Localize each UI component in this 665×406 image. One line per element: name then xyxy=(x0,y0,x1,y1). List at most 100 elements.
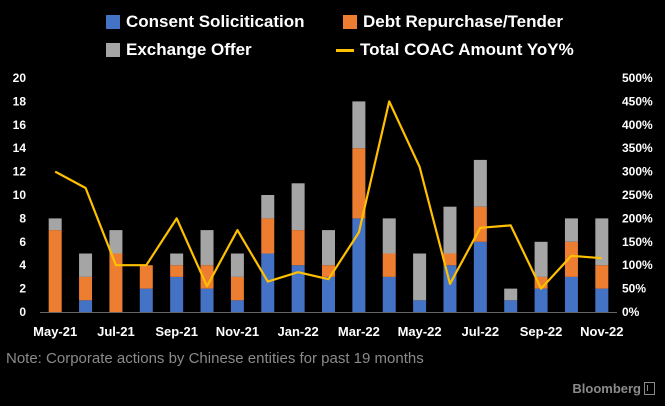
bar-segment-exchange xyxy=(413,253,427,301)
bar-segment-exchange xyxy=(200,230,214,266)
legend-swatch-yoy xyxy=(336,48,354,52)
legend-label-consent: Consent Solicitication xyxy=(126,12,305,31)
legend-label-yoy: Total COAC Amount YoY% xyxy=(360,40,574,59)
x-tick-label: Jul-21 xyxy=(97,324,135,339)
bar-segment-exchange xyxy=(534,241,548,277)
y-right-tick-label: 300% xyxy=(622,165,653,179)
bar-segment-debt xyxy=(139,265,153,289)
brand-name: Bloomberg xyxy=(572,381,641,396)
bar-segment-debt xyxy=(48,230,62,312)
bar-segment-exchange xyxy=(504,288,518,301)
bar-segment-consent xyxy=(564,276,578,312)
legend-item-debt: Debt Repurchase/Tender xyxy=(343,12,563,32)
bar-segment-exchange xyxy=(322,230,335,266)
bar-segment-debt xyxy=(322,265,335,277)
y-left-tick-label: 18 xyxy=(13,94,27,108)
bar-segment-exchange xyxy=(48,218,62,231)
bar-segment-debt xyxy=(230,276,244,301)
bar-segment-debt xyxy=(291,230,305,266)
bar-segment-consent xyxy=(534,288,548,312)
bar-segment-exchange xyxy=(291,183,305,231)
legend-item-consent: Consent Solicitication xyxy=(106,12,305,32)
y-right-tick-label: 200% xyxy=(622,211,653,225)
bar-segment-debt xyxy=(534,276,548,289)
y-right-tick-label: 150% xyxy=(622,235,653,249)
legend-item-yoy: Total COAC Amount YoY% xyxy=(336,40,574,60)
bar-segment-exchange xyxy=(261,195,275,219)
x-tick-label: Sep-22 xyxy=(520,324,563,339)
bar-segment-consent xyxy=(595,288,609,312)
bar-segment-consent xyxy=(170,276,184,312)
bar-segment-consent xyxy=(504,300,518,312)
y-left-tick-label: 20 xyxy=(13,71,27,85)
bar-segment-consent xyxy=(291,265,305,312)
x-tick-label: Jan-22 xyxy=(278,324,319,339)
y-right-tick-label: 450% xyxy=(622,94,653,108)
legend-swatch-debt xyxy=(343,15,357,29)
legend-label-debt: Debt Repurchase/Tender xyxy=(363,12,563,31)
bar-segment-exchange xyxy=(170,253,184,266)
bar-segment-exchange xyxy=(443,206,457,254)
y-right-tick-label: 350% xyxy=(622,141,653,155)
bar-segment-debt xyxy=(170,265,184,277)
y-right-tick-label: 400% xyxy=(622,118,653,132)
bar-segment-debt xyxy=(261,218,275,254)
y-left-tick-label: 14 xyxy=(13,141,27,155)
bar-segment-consent xyxy=(413,300,427,312)
bar-segment-consent xyxy=(261,253,275,312)
chart-legend: Consent Solicitication Debt Repurchase/T… xyxy=(0,8,665,62)
bar-segment-exchange xyxy=(230,253,244,277)
bar-segment-consent xyxy=(473,241,487,312)
yoy-line xyxy=(54,100,602,290)
bar-segment-consent xyxy=(322,276,335,312)
bar-segment-debt xyxy=(79,276,93,301)
legend-item-exchange: Exchange Offer xyxy=(106,40,252,60)
bar-segment-consent xyxy=(230,300,244,312)
x-tick-label: May-22 xyxy=(398,324,442,339)
bar-segment-exchange xyxy=(109,230,123,254)
x-tick-label: May-21 xyxy=(33,324,77,339)
bar-segment-consent xyxy=(382,276,396,312)
bar-segment-exchange xyxy=(382,218,396,254)
bar-segment-debt xyxy=(352,148,366,219)
bar-segment-debt xyxy=(200,265,214,289)
bar-segment-debt xyxy=(382,253,396,277)
y-left-tick-label: 16 xyxy=(13,118,27,132)
x-tick-label: Nov-22 xyxy=(580,324,623,339)
y-left-tick-label: 0 xyxy=(19,305,26,319)
y-left-tick-label: 12 xyxy=(13,165,27,179)
x-tick-label: Sep-21 xyxy=(155,324,198,339)
legend-swatch-consent xyxy=(106,15,120,29)
y-left-tick-label: 2 xyxy=(19,282,26,296)
y-left-tick-label: 10 xyxy=(13,188,27,202)
y-left-tick-label: 4 xyxy=(19,258,26,272)
chart-note: Note: Corporate actions by Chinese entit… xyxy=(6,350,424,367)
bar-segment-debt xyxy=(564,241,578,277)
legend-label-exchange: Exchange Offer xyxy=(126,40,252,59)
bar-segment-exchange xyxy=(473,159,487,207)
bar-segment-consent xyxy=(443,265,457,312)
bar-segment-debt xyxy=(443,253,457,266)
bar-segment-exchange xyxy=(595,218,609,266)
bar-segment-debt xyxy=(595,265,609,289)
bar-segment-consent xyxy=(79,300,93,312)
y-right-tick-label: 50% xyxy=(622,282,646,296)
bar-segment-consent xyxy=(200,288,214,312)
bar-segment-exchange xyxy=(79,253,93,277)
brand-logo: Bloomberg xyxy=(572,381,655,396)
y-right-tick-label: 500% xyxy=(622,71,653,85)
y-right-tick-label: 0% xyxy=(622,305,640,319)
bloomberg-mark-icon xyxy=(644,382,655,395)
bar-segment-exchange xyxy=(352,101,366,149)
y-right-tick-label: 100% xyxy=(622,258,653,272)
bar-segment-debt xyxy=(109,253,123,312)
legend-swatch-exchange xyxy=(106,43,120,57)
y-left-tick-label: 6 xyxy=(19,235,26,249)
y-left-tick-label: 8 xyxy=(19,211,26,225)
bar-segment-consent xyxy=(352,218,366,312)
bar-segment-consent xyxy=(139,288,153,312)
x-tick-label: Jul-22 xyxy=(462,324,500,339)
x-tick-label: Nov-21 xyxy=(216,324,259,339)
